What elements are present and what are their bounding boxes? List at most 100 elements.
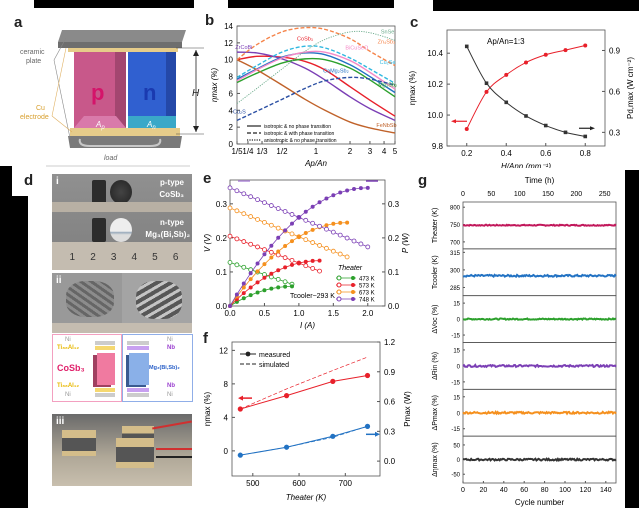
y-axis-label: ηmax (%) [408,71,417,106]
x-axis-label: Ap/An [304,159,327,168]
power-point [290,239,294,244]
voltage-point [317,223,322,229]
power-point [248,293,253,298]
data-point [364,423,371,429]
y-tick-label: 285 [450,286,461,292]
y-tick-label: 0.0 [216,302,228,311]
series-line [240,426,368,456]
data-point [484,89,489,94]
legend-title: Theater [338,265,363,272]
y-axis-label: Theater (K) [432,208,439,243]
power-point [241,281,246,286]
voltage-point [227,260,233,265]
power-point [303,231,308,236]
power-point [310,204,315,209]
series-line-BiCuSeO [236,50,396,90]
y-axis-label: ΔPmax (%) [432,395,439,430]
power-point [269,271,274,276]
data-point [464,44,469,49]
y-tick-label: 0 [229,140,234,149]
panel-g: g Time (h) 0 50 100 150 200 250 700 750 800 Theate… [415,170,625,508]
series-label: CaMg₂Sb₂ [323,68,349,74]
top-x-tick-label: 200 [570,191,582,198]
panel-label-f: f [203,330,208,347]
y-tick-label: -50 [451,473,460,479]
y2-tick-label: 0.9 [609,46,621,55]
data-point [543,123,548,128]
power-point [283,228,288,233]
power-point [262,288,267,293]
voltage-point [324,226,329,232]
x-tick-label: 0.6 [540,149,552,158]
legend-open-marker [336,296,342,302]
voltage-point [234,188,240,194]
x-tick-label: 4 [382,147,387,156]
x-axis-label: Cycle number [515,498,565,507]
y-tick-label: 0 [224,447,229,456]
power-point [345,220,350,225]
arrow-head-left [451,119,456,124]
voltage-point [248,194,254,200]
power-point [228,304,232,308]
data-point [283,393,290,399]
series-line-Zn₄Sb₃ [236,26,396,67]
voltage-point [330,229,336,235]
legend-filled-marker [351,283,355,287]
voltage-line-473 K [229,262,293,285]
voltage-point [234,236,240,242]
y-tick-label: 9.8 [432,142,444,151]
power-point [241,285,246,290]
y-tick-label: 4 [229,106,234,115]
voltage-point [268,203,274,208]
power-point [324,196,329,201]
voltage-point [268,249,274,255]
y-tick-label: 12 [219,346,228,355]
y-tick-label: 14 [224,22,233,31]
subplot-frame [462,248,617,297]
x-tick-label: 1/3 [256,147,268,156]
y-axis-label: ΔRin (%) [432,352,439,380]
x-tick-label: 120 [580,487,592,494]
panel-f: f 0 4 8 12 0.0 0.3 0.6 0.9 1.2 500 600 700 Theater (… [200,330,415,508]
legend-text: 673 K [359,291,375,297]
n-leg-stack: Ni Nb Mg₃(Bi,Sb)₂ Nb Ni [122,334,193,402]
y2-tick-label: 0.0 [384,457,396,466]
voltage-point [241,239,247,244]
power-point [365,185,370,190]
y-tick-label: -15 [451,334,460,340]
y2-axis-label: P (W) [401,233,410,253]
series-line-CaMg₂Sb₂ [236,52,396,94]
panel-e: e 0.0 0.0 0.1 0.1 0.2 0.2 0.3 0.3 0.0 0.5 1.0 1.5 2.… [200,170,415,330]
series-label: Mg₃Sb₂ [378,83,397,89]
series-line [240,375,368,410]
power-point [255,269,260,274]
ap-label: Ap [95,120,105,131]
y-tick-label: 10 [224,56,233,65]
voltage-point [310,220,316,226]
voltage-point [255,217,260,222]
x-tick-label: 0 [461,487,465,494]
voltage-point [303,217,309,223]
power-point [276,285,281,290]
y-tick-label: 300 [450,268,461,274]
arrow-head-left [238,395,243,401]
y-tick-label: 0 [457,458,461,464]
plot-frame [231,341,381,477]
top-x-axis-label: Time (h) [525,176,555,185]
panel-c: c 9.8 10.0 10.2 10.4 0.3 0.6 0.9 0.2 0.4 0.6 0.8 H/… [405,8,639,171]
series-line-ZrCoBi [236,51,396,122]
voltage-line-673 K [229,207,348,258]
annotation: Ap/An=1:3 [487,37,525,46]
data-point [524,60,528,65]
panel-a: a ceramic plate Cu electrode p n [0,8,205,168]
n-type-label: n-type [160,218,184,227]
power-point [248,277,253,282]
panel-label-b: b [205,12,215,29]
redaction-bar [433,0,639,11]
ruler-top [52,202,192,212]
chart-e-iv-curves: 0.0 0.00.1 0.10.2 0.20.3 0.30.0 0.5 1.0 1.5 2.0I… [203,179,410,330]
legend-text: anisotropic & no phase transition [264,138,337,144]
power-point [276,235,281,240]
cu-label-2: electrode [20,114,49,121]
x-tick-label: 1.0 [293,309,305,318]
